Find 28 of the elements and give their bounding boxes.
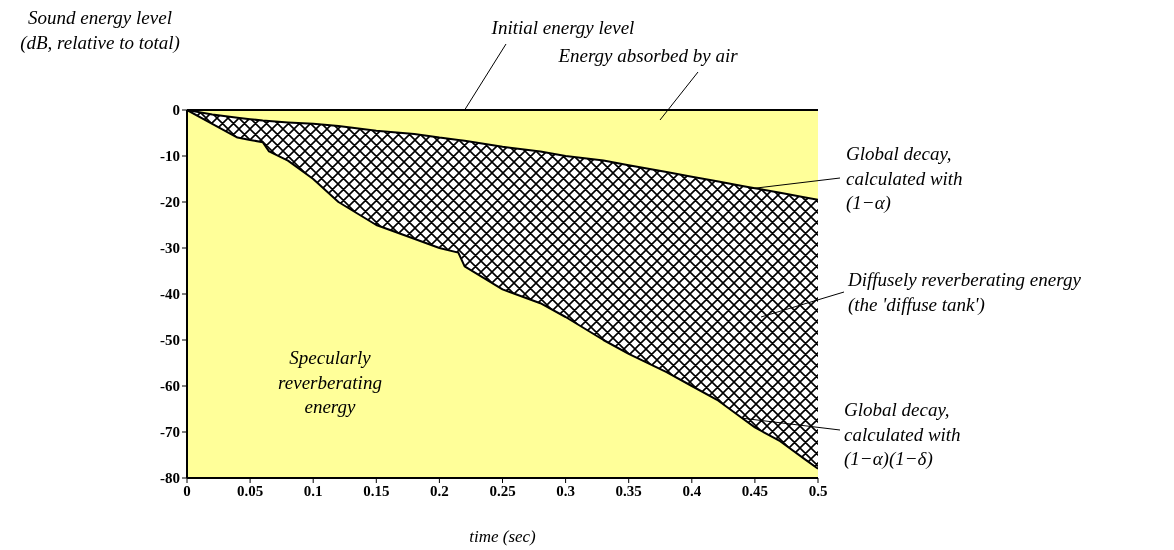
annotation: Specularly reverberating energy	[278, 347, 382, 418]
annotation: Global decay, calculated with (1−α)(1−δ)	[844, 399, 961, 471]
x-tick-label: 0.35	[615, 482, 642, 499]
y-tick-label: 0	[172, 102, 180, 119]
y-tick-label: -80	[160, 470, 180, 487]
x-tick-label: 0.5	[808, 482, 828, 499]
x-tick-label: 0.15	[363, 482, 390, 499]
x-tick-label: 0.1	[303, 482, 323, 499]
text: Energy absorbed by air	[557, 45, 739, 66]
x-tick-label: 0.25	[489, 482, 516, 499]
y-tick-label: -20	[160, 194, 180, 211]
y-tick-label: -60	[160, 378, 180, 395]
x-tick-label: 0.05	[236, 482, 264, 499]
y-tick-label: -40	[160, 286, 180, 303]
x-tick-label: 0.4	[682, 482, 702, 499]
x-tick-label: 0.2	[430, 482, 449, 499]
x-tick-label: 0.3	[556, 482, 575, 499]
y-axis-title: Sound energy level (dB, relative to total)	[20, 7, 180, 54]
text: Diffusely reverberating energy (the 'diffuse tank')	[847, 269, 1082, 316]
y-tick-label: -10	[160, 148, 180, 165]
annotation: Global decay, calculated with (1−α)	[846, 143, 963, 215]
annotation: Initial energy level	[490, 17, 635, 38]
y-tick-label: -70	[160, 424, 180, 441]
x-tick-label: 0	[183, 482, 191, 499]
y-tick-label: -30	[160, 240, 180, 257]
x-axis-title: time (sec)	[469, 527, 537, 546]
y-tick-label: -50	[160, 332, 180, 349]
x-tick-label: 0.45	[741, 482, 769, 499]
